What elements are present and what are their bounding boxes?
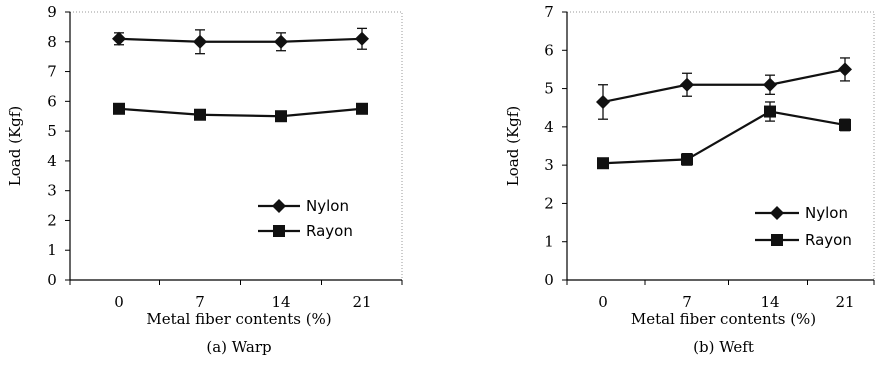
y-tick-label: 9 [47,3,57,21]
y-tick-label: 0 [47,271,57,289]
data-point [764,105,776,118]
y-axis-label: Load (Kgf) [6,106,24,186]
y-tick-label: 7 [544,3,554,21]
y-tick-label: 1 [47,241,57,259]
series-rayon [113,102,368,123]
chart-caption: (a) Warp [206,338,271,356]
data-point [763,77,777,92]
y-tick-label: 4 [47,152,57,170]
series-rayon [597,101,851,170]
plot-area [566,11,875,281]
legend-marker [771,234,783,246]
series-nylon [112,27,369,55]
y-tick-label: 5 [47,122,57,140]
x-tick-label: 21 [352,293,371,311]
legend-marker [770,206,784,220]
legend-marker [273,225,285,237]
data-point [681,153,693,166]
legend-label: Nylon [805,204,848,222]
y-tick-label: 1 [544,233,554,251]
y-tick-label: 6 [544,41,554,59]
x-axis-label: Metal fiber contents (%) [631,310,816,328]
x-tick-label: 21 [835,293,854,311]
x-tick-label: 14 [760,293,779,311]
data-point [112,31,126,46]
legend: Nylon Rayon [755,204,852,249]
y-tick-label: 7 [47,63,57,81]
legend: Nylon Rayon [258,197,353,240]
data-point [274,34,288,49]
y-tick-label: 2 [544,194,554,212]
y-tick-label: 4 [544,118,554,136]
chart-warp: 0 1 2 3 4 5 6 7 8 9 0 7 14 21 Load (Kgf) Metal fiber co… [6,3,403,356]
chart-weft: 0 1 2 3 4 5 6 7 0 7 14 21 Load (Kgf) Metal fiber cont… [504,3,875,356]
series-line [118,37,363,43]
legend-marker [272,199,286,213]
x-tick-label: 7 [682,293,692,311]
x-tick-label: 0 [114,293,124,311]
x-tick-label: 14 [271,293,290,311]
y-tick-label: 0 [544,271,554,289]
data-point [193,34,207,49]
data-point [194,108,206,121]
data-point [275,110,287,123]
series-line [118,107,363,118]
legend-label: Rayon [306,222,353,240]
series-line [602,110,846,165]
data-point [680,77,694,92]
y-tick-label: 2 [47,211,57,229]
data-point [596,94,610,109]
data-point [113,102,125,115]
x-tick-label: 7 [195,293,205,311]
data-point [838,62,852,77]
x-axis-label: Metal fiber contents (%) [146,310,331,328]
series-line [602,68,846,104]
legend-label: Rayon [805,231,852,249]
y-tick-label: 8 [47,33,57,51]
data-point [839,118,851,131]
chart-caption: (b) Weft [693,338,754,356]
y-tick-label: 5 [544,80,554,98]
y-tick-label: 3 [47,182,57,200]
y-tick-label: 6 [47,92,57,110]
series-nylon [596,57,852,120]
legend-label: Nylon [306,197,349,215]
data-point [597,157,609,170]
y-axis-label: Load (Kgf) [504,106,522,186]
x-tick-label: 0 [598,293,608,311]
data-point [356,102,368,115]
y-tick-label: 3 [544,156,554,174]
data-point [355,31,369,46]
